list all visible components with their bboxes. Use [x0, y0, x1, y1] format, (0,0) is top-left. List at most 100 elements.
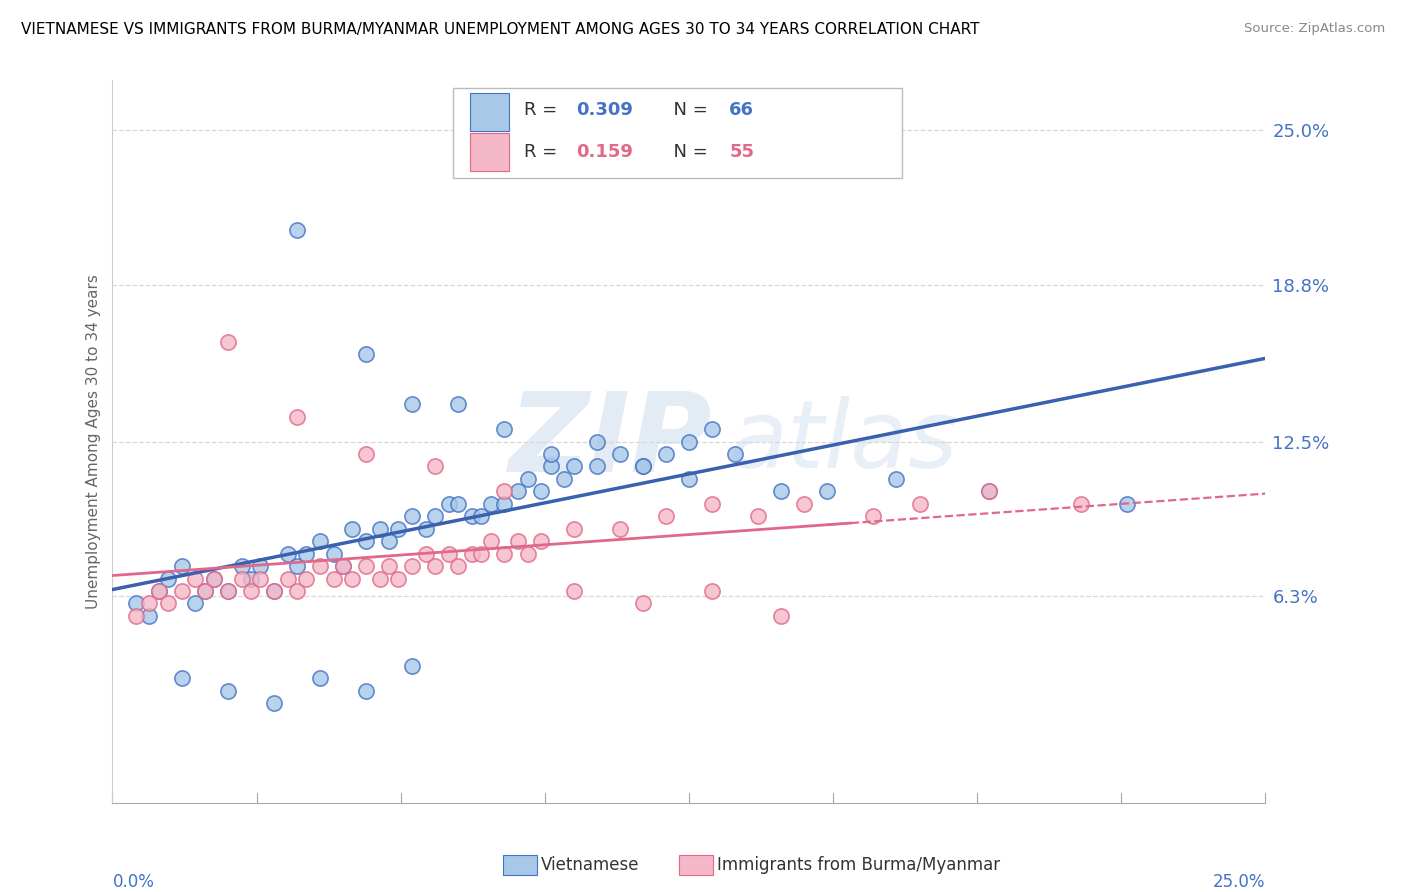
Point	[815, 484, 838, 499]
Point	[479, 534, 502, 549]
Point	[562, 584, 585, 599]
Point	[401, 658, 423, 673]
Point	[724, 447, 747, 461]
Point	[342, 522, 364, 536]
Point	[540, 447, 562, 461]
Point	[194, 584, 217, 599]
Point	[342, 572, 364, 586]
Point	[494, 547, 516, 561]
Point	[655, 447, 678, 461]
Point	[202, 572, 225, 586]
Point	[461, 547, 484, 561]
Point	[309, 559, 332, 574]
Point	[277, 547, 299, 561]
Point	[678, 472, 700, 486]
Point	[447, 559, 470, 574]
Point	[332, 559, 354, 574]
Text: 55: 55	[730, 143, 754, 161]
Text: N =: N =	[662, 101, 714, 120]
Point	[530, 484, 553, 499]
Point	[231, 559, 253, 574]
Point	[354, 559, 377, 574]
Point	[631, 459, 654, 474]
Point	[585, 459, 607, 474]
Point	[494, 497, 516, 511]
Point	[156, 597, 179, 611]
Point	[194, 584, 217, 599]
Point	[368, 522, 391, 536]
Point	[277, 572, 299, 586]
Point	[148, 584, 170, 599]
Point	[494, 422, 516, 436]
Point	[437, 547, 460, 561]
Point	[217, 683, 239, 698]
Point	[437, 497, 460, 511]
FancyBboxPatch shape	[470, 133, 509, 170]
Text: R =: R =	[524, 101, 562, 120]
Point	[508, 534, 530, 549]
Point	[793, 497, 815, 511]
Point	[401, 559, 423, 574]
Point	[184, 597, 207, 611]
Point	[202, 572, 225, 586]
Point	[322, 547, 344, 561]
Point	[217, 584, 239, 599]
Point	[770, 484, 793, 499]
Point	[295, 572, 318, 586]
Point	[295, 547, 318, 561]
Point	[609, 522, 631, 536]
Point	[387, 522, 409, 536]
Point	[747, 509, 769, 524]
Point	[470, 547, 492, 561]
Point	[461, 509, 484, 524]
Point	[425, 459, 447, 474]
Point	[631, 459, 654, 474]
Point	[354, 683, 377, 698]
Point	[447, 497, 470, 511]
Point	[124, 609, 146, 624]
Point	[447, 397, 470, 411]
Text: 0.0%: 0.0%	[112, 872, 155, 890]
Point	[217, 584, 239, 599]
Point	[470, 509, 492, 524]
Point	[415, 522, 437, 536]
Point	[368, 572, 391, 586]
Point	[609, 447, 631, 461]
Text: R =: R =	[524, 143, 562, 161]
Point	[148, 584, 170, 599]
Text: Immigrants from Burma/Myanmar: Immigrants from Burma/Myanmar	[717, 856, 1000, 874]
Point	[239, 572, 262, 586]
Point	[977, 484, 1000, 499]
Text: 25.0%: 25.0%	[1213, 872, 1265, 890]
Point	[425, 509, 447, 524]
Point	[516, 472, 538, 486]
Point	[322, 572, 344, 586]
Y-axis label: Unemployment Among Ages 30 to 34 years: Unemployment Among Ages 30 to 34 years	[86, 274, 101, 609]
Point	[479, 497, 502, 511]
Point	[387, 572, 409, 586]
Point	[263, 584, 285, 599]
Point	[886, 472, 908, 486]
Point	[540, 459, 562, 474]
Point	[285, 559, 308, 574]
FancyBboxPatch shape	[453, 87, 903, 178]
Point	[354, 347, 377, 361]
Point	[354, 534, 377, 549]
Point	[530, 534, 553, 549]
Text: 0.159: 0.159	[576, 143, 633, 161]
Point	[508, 484, 530, 499]
Point	[553, 472, 575, 486]
Point	[285, 409, 308, 424]
Point	[156, 572, 179, 586]
Text: N =: N =	[662, 143, 714, 161]
Point	[170, 671, 193, 685]
Text: Source: ZipAtlas.com: Source: ZipAtlas.com	[1244, 22, 1385, 36]
Text: VIETNAMESE VS IMMIGRANTS FROM BURMA/MYANMAR UNEMPLOYMENT AMONG AGES 30 TO 34 YEA: VIETNAMESE VS IMMIGRANTS FROM BURMA/MYAN…	[21, 22, 980, 37]
Point	[138, 597, 160, 611]
Point	[562, 459, 585, 474]
Point	[415, 547, 437, 561]
Point	[170, 584, 193, 599]
Text: 0.309: 0.309	[576, 101, 633, 120]
Point	[249, 572, 271, 586]
Point	[655, 509, 678, 524]
